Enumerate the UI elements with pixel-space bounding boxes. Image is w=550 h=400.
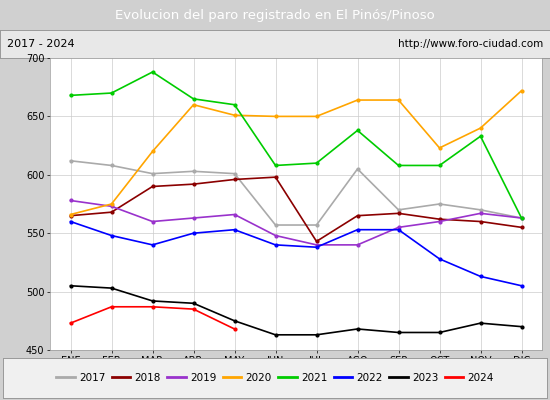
Text: Evolucion del paro registrado en El Pinós/Pinoso: Evolucion del paro registrado en El Pinó…: [115, 8, 435, 22]
Text: 2017 - 2024: 2017 - 2024: [7, 39, 74, 49]
Legend: 2017, 2018, 2019, 2020, 2021, 2022, 2023, 2024: 2017, 2018, 2019, 2020, 2021, 2022, 2023…: [56, 373, 494, 383]
Text: http://www.foro-ciudad.com: http://www.foro-ciudad.com: [398, 39, 543, 49]
